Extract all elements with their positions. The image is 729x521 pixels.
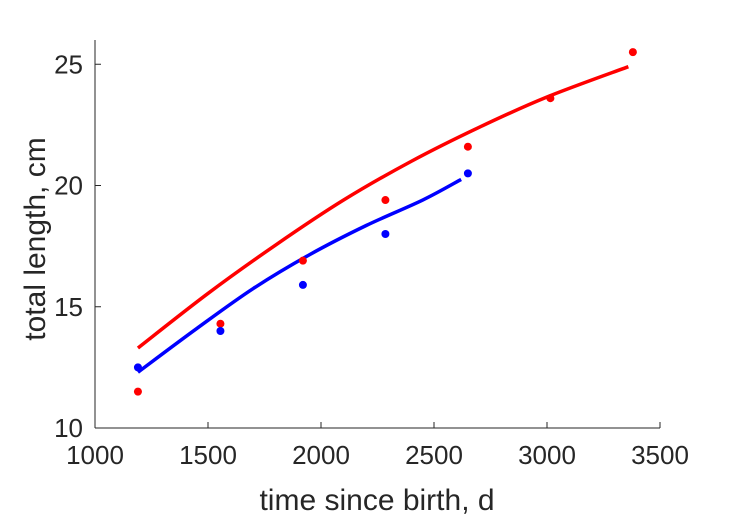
x-axis-title: time since birth, d <box>259 484 494 517</box>
x-tick-label: 3000 <box>518 440 576 470</box>
axes <box>94 40 660 429</box>
data-point-series-2 <box>381 230 390 238</box>
data-point-series-2 <box>463 169 472 178</box>
x-tick-label: 2500 <box>405 440 463 470</box>
data-point-series-1 <box>463 142 472 151</box>
x-tick-label: 1500 <box>179 440 237 470</box>
data-point-series-2 <box>298 280 307 289</box>
data-point-series-2 <box>133 363 142 372</box>
x-ticks: 1000 1500 2000 2500 3000 3500 <box>66 422 689 470</box>
data-points <box>133 48 637 396</box>
y-ticks: 10 15 20 25 <box>54 49 101 443</box>
y-tick-label: 25 <box>54 49 83 79</box>
data-point-series-1 <box>546 94 555 103</box>
x-tick-label: 2000 <box>292 440 350 470</box>
fit-curves <box>136 65 629 374</box>
data-point-series-2 <box>216 327 225 335</box>
x-tick-label: 3500 <box>631 440 689 470</box>
y-tick-label: 20 <box>54 171 83 201</box>
x-tick-label: 1000 <box>66 440 124 470</box>
data-point-series-1 <box>381 196 390 205</box>
data-point-series-1 <box>298 256 307 265</box>
fit-curve-series-1 <box>136 65 629 350</box>
y-axis-title: total length, cm <box>19 137 52 340</box>
y-tick-label: 15 <box>54 292 83 322</box>
data-point-series-1 <box>216 319 225 328</box>
data-point-series-1 <box>133 387 142 396</box>
y-tick-label: 10 <box>54 413 83 443</box>
fit-curve-series-2 <box>136 177 462 374</box>
data-point-series-1 <box>628 48 637 57</box>
